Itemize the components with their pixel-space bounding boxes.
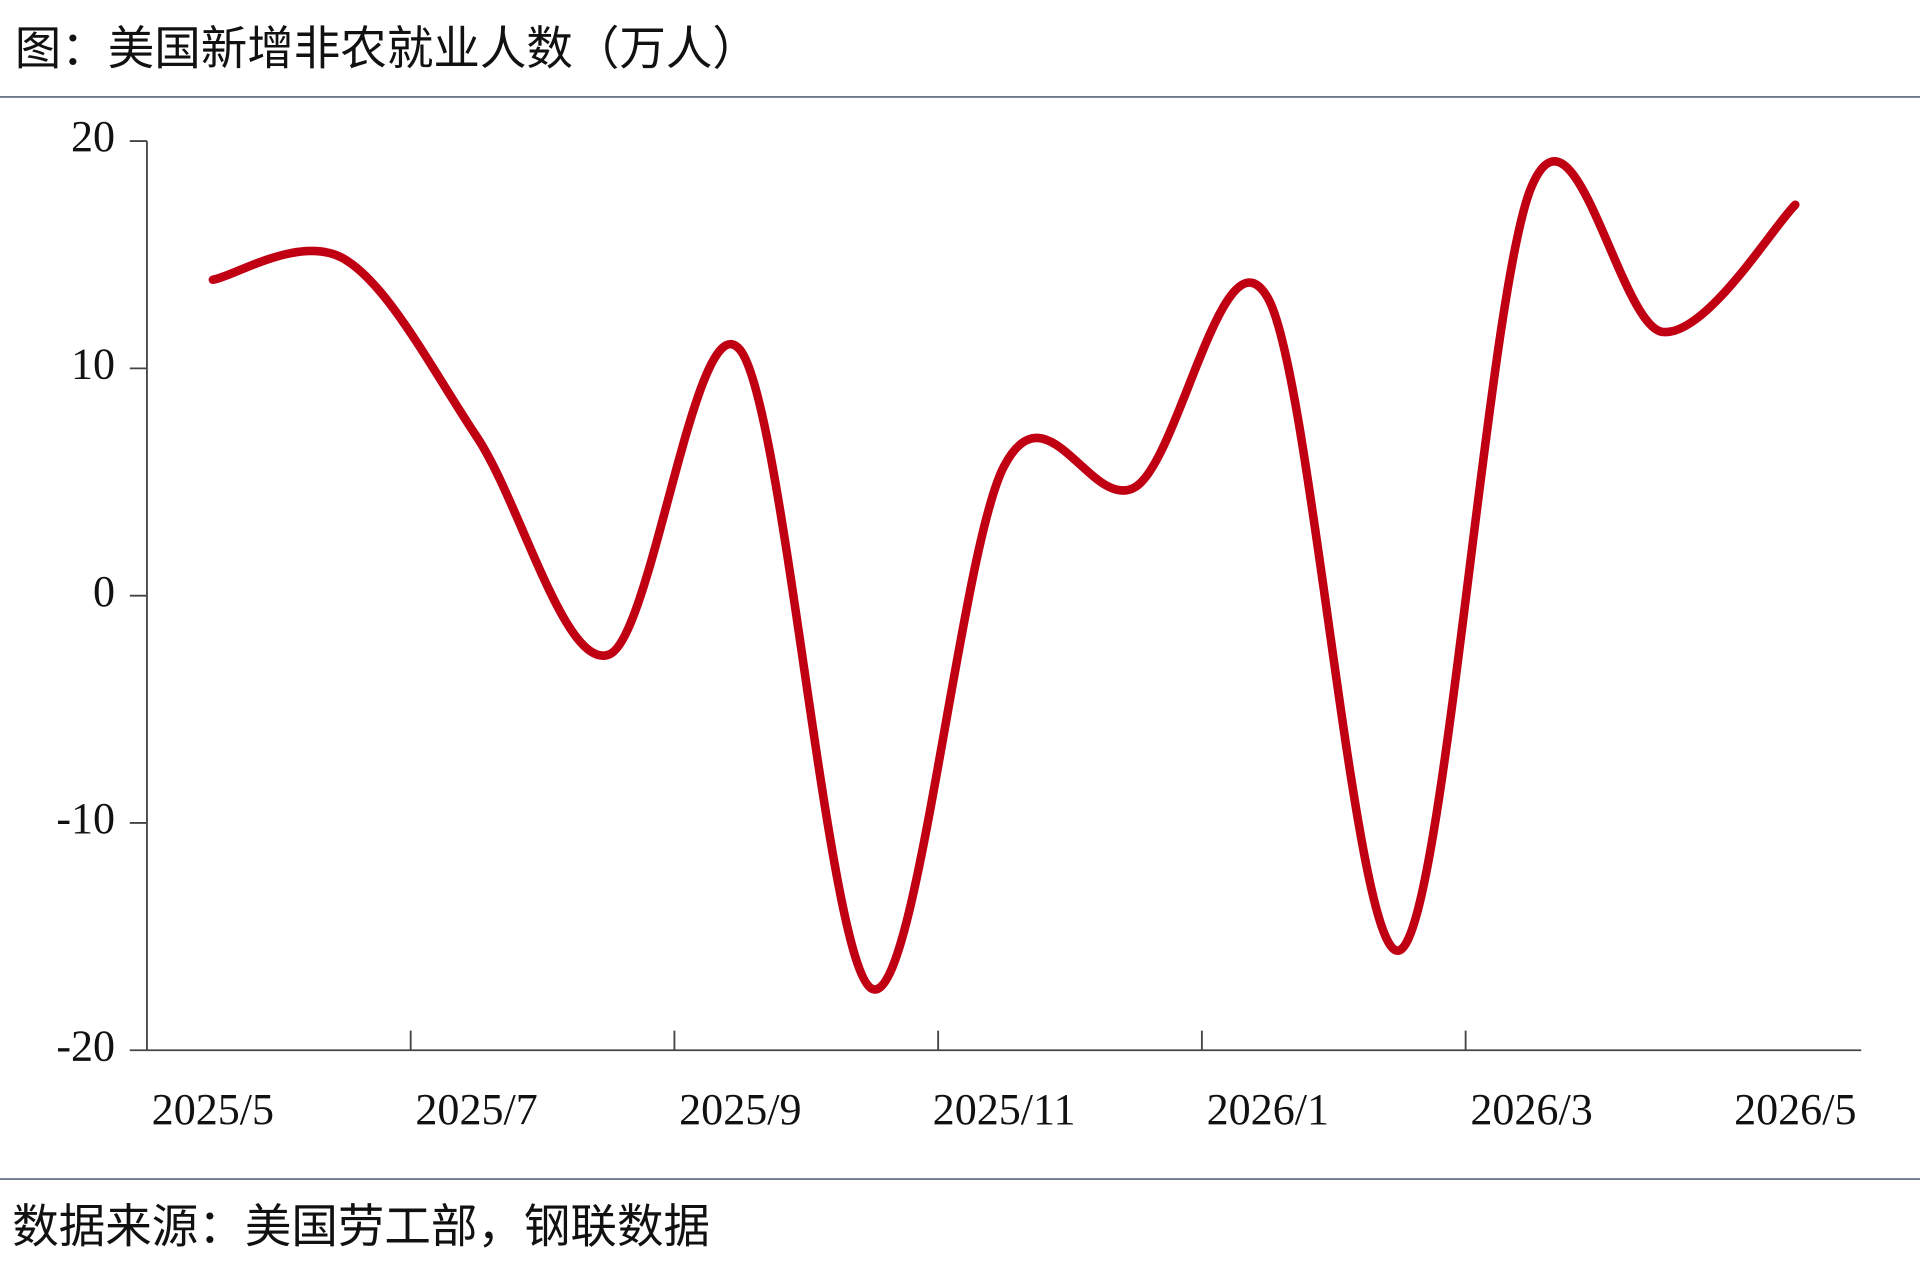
y-tick-label: 0 bbox=[93, 567, 115, 616]
x-tick-label: 2025/7 bbox=[415, 1085, 537, 1134]
source-note: 数据来源：美国劳工部，钢联数据 bbox=[12, 1202, 710, 1253]
x-tick-label: 2025/5 bbox=[152, 1085, 274, 1134]
y-tick-label: 10 bbox=[71, 339, 115, 388]
x-tick-label: 2025/9 bbox=[679, 1085, 801, 1134]
y-tick-label: -20 bbox=[56, 1021, 115, 1070]
x-tick-label: 2026/5 bbox=[1734, 1085, 1856, 1134]
x-tick-label: 2026/1 bbox=[1207, 1085, 1329, 1134]
x-tick-label: 2025/11 bbox=[933, 1085, 1076, 1134]
y-tick-label: -10 bbox=[56, 794, 115, 843]
data-line bbox=[208, 157, 1800, 994]
x-tick-label: 2026/3 bbox=[1470, 1085, 1592, 1134]
y-tick-label: 20 bbox=[71, 112, 115, 161]
chart-title: 图：美国新增非农就业人数（万人） bbox=[15, 25, 759, 76]
